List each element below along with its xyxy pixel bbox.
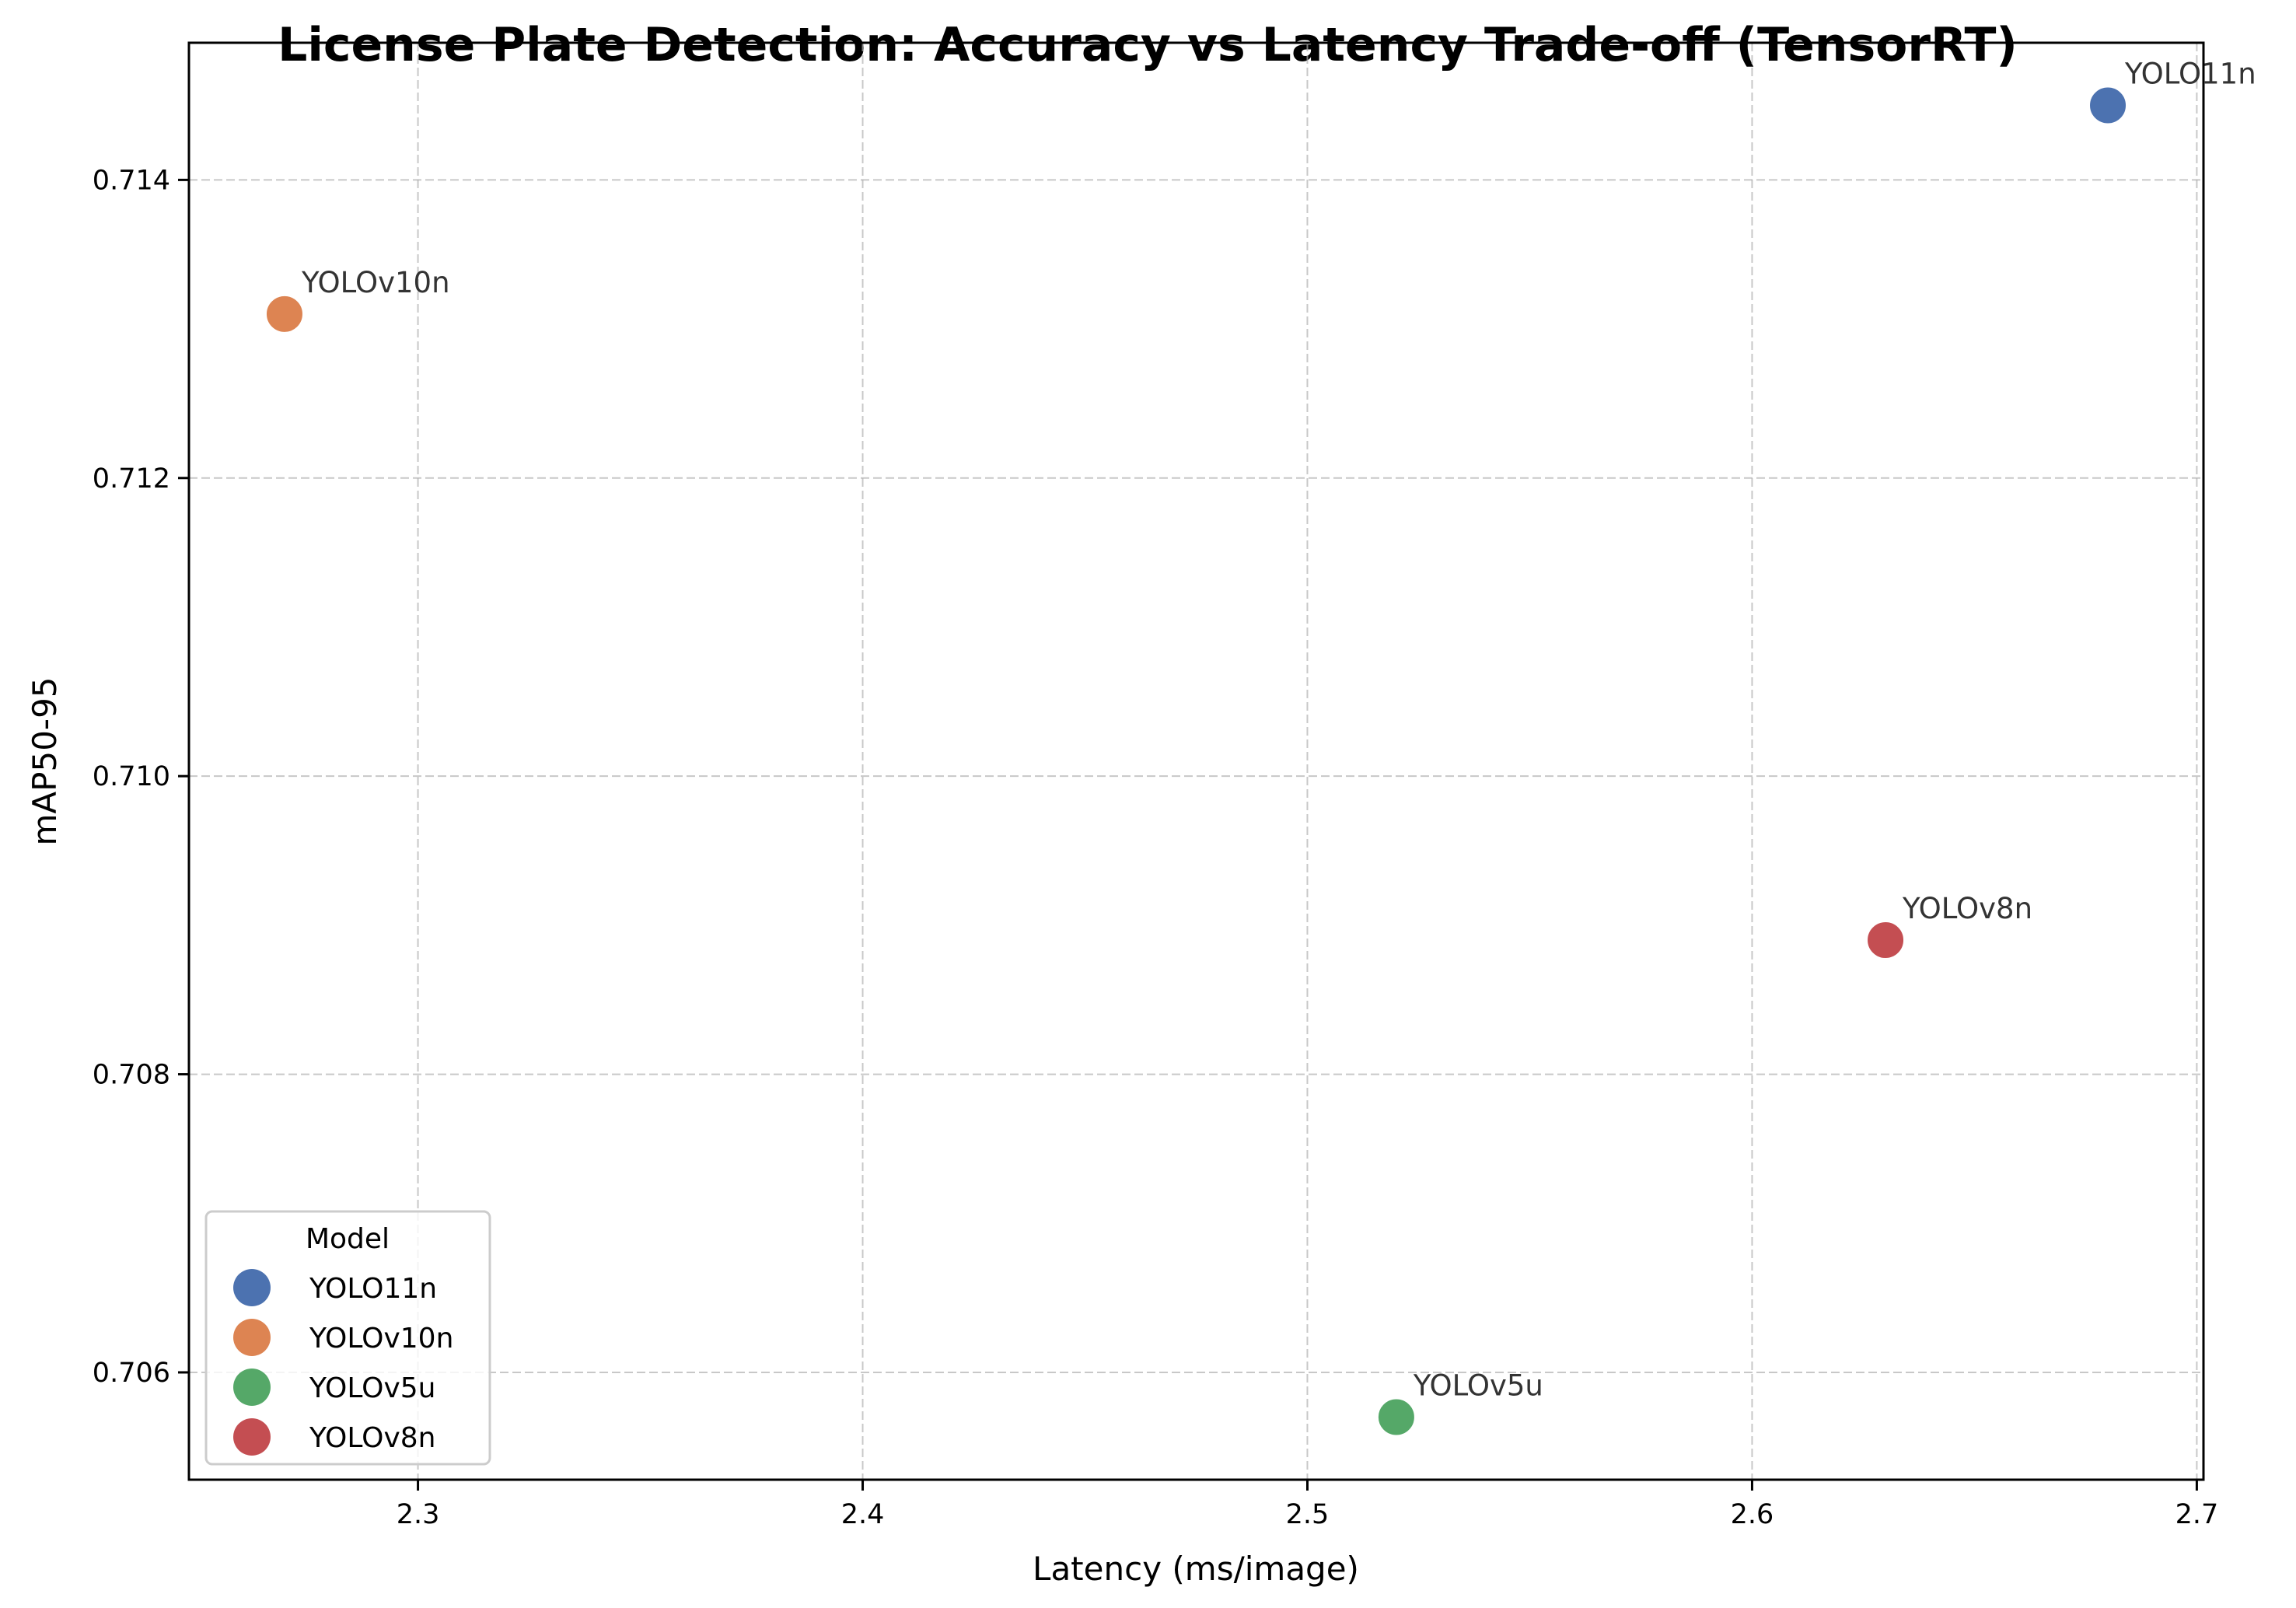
point-label: YOLO11n [2124,58,2256,91]
legend-label: YOLOv5u [309,1372,436,1404]
x-tick-label: 2.7 [2175,1499,2219,1530]
chart-title: License Plate Detection: Accuracy vs Lat… [278,18,2018,72]
data-point [2088,86,2128,125]
x-axis-ticks: 2.3 2.4 2.5 2.6 2.7 [397,1480,2219,1530]
x-tick-label: 2.4 [841,1499,885,1530]
y-axis-label: mAP50-95 [26,676,64,845]
y-tick-label: 0.706 [93,1358,170,1389]
data-point [264,294,304,334]
plot-frame [187,41,2205,1481]
point-label: YOLOv8n [1902,892,2032,925]
legend-label: YOLOv8n [309,1422,436,1454]
legend-marker [233,1369,271,1406]
x-axis-label: Latency (ms/image) [1033,1550,1359,1588]
y-axis-ticks: 0.706 0.708 0.710 0.712 0.714 [93,165,189,1389]
legend-label: YOLOv10n [309,1323,453,1355]
legend-title: Model [306,1223,390,1255]
legend: Model YOLO11n YOLOv10n YOLOv5u YOLOv8n [204,1210,491,1466]
y-tick-label: 0.712 [93,463,170,495]
data-point [1376,1397,1416,1437]
legend-marker [233,1319,271,1356]
point-annotations: YOLO11n YOLOv10n YOLOv5u YOLOv8n [301,58,2256,1403]
point-label: YOLOv5u [1413,1369,1543,1402]
y-tick-label: 0.708 [93,1060,170,1091]
y-tick-label: 0.714 [93,165,170,196]
x-tick-label: 2.6 [1731,1499,1774,1530]
legend-marker [233,1269,271,1306]
data-point [1866,921,1906,960]
legend-label: YOLO11n [309,1273,437,1305]
x-tick-label: 2.3 [397,1499,440,1530]
legend-marker [233,1418,271,1456]
y-tick-label: 0.710 [93,761,170,792]
legend-items: YOLO11n YOLOv10n YOLOv5u YOLOv8n [233,1269,453,1456]
legend-box [204,1210,491,1466]
x-tick-label: 2.5 [1286,1499,1330,1530]
point-label: YOLOv10n [301,266,450,299]
data-points [264,86,2128,1437]
